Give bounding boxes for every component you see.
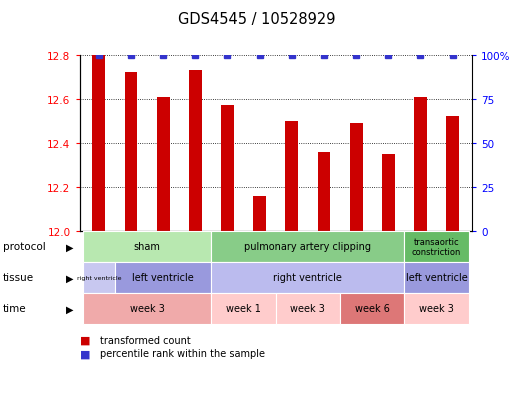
Bar [244, 231, 276, 304]
Bar [83, 231, 115, 304]
Text: GSM754733: GSM754733 [223, 235, 232, 286]
Text: GSM754735: GSM754735 [287, 235, 297, 286]
Bar [147, 231, 179, 304]
Text: right ventricle: right ventricle [76, 275, 121, 280]
Text: transaortic
constriction: transaortic constriction [412, 237, 461, 256]
Text: GSM754739: GSM754739 [94, 235, 103, 286]
Bar [350, 124, 363, 231]
Text: week 3: week 3 [130, 304, 165, 314]
Text: percentile rank within the sample: percentile rank within the sample [100, 349, 265, 358]
Bar [382, 154, 395, 231]
Text: GSM754736: GSM754736 [320, 235, 328, 286]
Bar [92, 56, 105, 231]
Bar [404, 231, 437, 304]
Bar [179, 231, 211, 304]
Bar [211, 231, 244, 304]
Text: week 3: week 3 [419, 304, 454, 314]
Bar [115, 231, 147, 304]
Bar [189, 71, 202, 231]
Text: ▶: ▶ [66, 304, 73, 314]
Bar [156, 97, 170, 231]
Text: ■: ■ [80, 335, 90, 345]
Text: ▶: ▶ [66, 242, 73, 252]
Bar [340, 231, 372, 304]
Text: ■: ■ [80, 349, 90, 358]
Text: tissue: tissue [3, 273, 34, 283]
Bar [125, 73, 137, 231]
Bar [308, 231, 340, 304]
Text: GSM754734: GSM754734 [255, 235, 264, 286]
Bar [221, 106, 234, 231]
Text: GSM754740: GSM754740 [127, 235, 135, 285]
Text: time: time [3, 304, 26, 314]
Text: left ventricle: left ventricle [406, 273, 467, 283]
Text: transformed count: transformed count [100, 335, 191, 345]
Text: GSM754738: GSM754738 [384, 235, 393, 286]
Bar [414, 97, 427, 231]
Text: protocol: protocol [3, 242, 45, 252]
Bar [253, 196, 266, 231]
Text: week 6: week 6 [355, 304, 390, 314]
Bar [318, 152, 330, 231]
Bar [446, 117, 459, 231]
Text: sham: sham [133, 242, 161, 252]
Text: GSM754730: GSM754730 [448, 235, 457, 286]
Text: pulmonary artery clipping: pulmonary artery clipping [244, 242, 371, 252]
Text: GSM754732: GSM754732 [191, 235, 200, 286]
Bar [276, 231, 308, 304]
Text: left ventricle: left ventricle [132, 273, 194, 283]
Text: week 1: week 1 [226, 304, 261, 314]
Bar [372, 231, 404, 304]
Text: ▶: ▶ [66, 273, 73, 283]
Text: GDS4545 / 10528929: GDS4545 / 10528929 [177, 12, 336, 27]
Text: week 3: week 3 [290, 304, 325, 314]
Text: right ventricle: right ventricle [273, 273, 342, 283]
Text: GSM754737: GSM754737 [351, 235, 361, 286]
Text: GSM754731: GSM754731 [159, 235, 168, 286]
Bar [437, 231, 469, 304]
Bar [285, 121, 298, 231]
Text: GSM754729: GSM754729 [416, 235, 425, 285]
